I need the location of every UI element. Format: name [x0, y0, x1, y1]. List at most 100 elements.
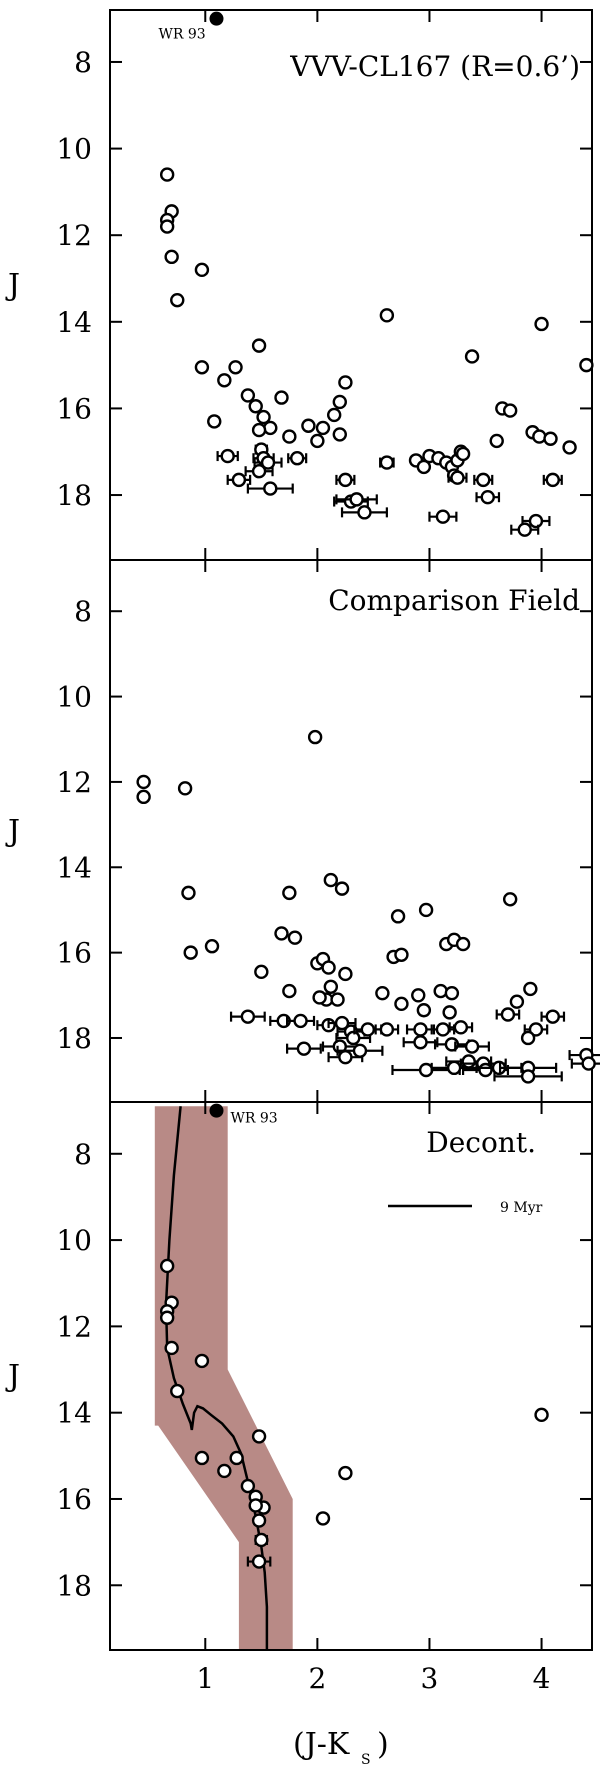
- y-tick-label: 8: [74, 1138, 92, 1171]
- data-point: [394, 947, 409, 962]
- data-point: [256, 409, 271, 425]
- data-point: [509, 994, 525, 1009]
- data-point: [346, 1030, 361, 1046]
- data-point: [534, 316, 549, 332]
- data-point: [296, 1041, 312, 1056]
- data-point: [413, 1022, 428, 1037]
- x-tick-label: 1: [196, 1662, 214, 1695]
- y-tick-label: 10: [56, 1224, 92, 1257]
- y-tick-label: 14: [56, 851, 92, 884]
- data-point: [194, 1353, 210, 1369]
- panel-frame: [109, 559, 593, 1103]
- data-point: [532, 429, 547, 444]
- data-point: [545, 472, 560, 488]
- data-point: [330, 992, 345, 1007]
- data-point: [194, 360, 210, 375]
- y-tick-label: 16: [56, 392, 92, 425]
- data-point: [220, 448, 235, 464]
- data-point: [181, 885, 196, 901]
- panel-title: Comparison Field: [328, 584, 580, 617]
- isochrone-curve: [164, 1106, 269, 1650]
- data-point: [411, 988, 426, 1003]
- y-axis-label: J: [5, 1359, 20, 1394]
- data-point: [323, 872, 339, 888]
- data-point: [229, 1450, 244, 1466]
- data-point: [338, 966, 353, 982]
- data-point: [207, 414, 222, 429]
- wr93-label: WR 93: [230, 1111, 277, 1127]
- data-point: [307, 729, 323, 745]
- y-tick-label: 12: [56, 1310, 92, 1343]
- data-point: [183, 945, 198, 960]
- y-tick-label: 18: [56, 1022, 92, 1055]
- y-axis-label: J: [5, 814, 20, 849]
- data-point: [338, 1465, 353, 1481]
- data-point: [254, 1532, 269, 1548]
- data-point: [159, 167, 175, 182]
- data-point: [413, 1035, 428, 1050]
- x-tick-label: 2: [308, 1662, 326, 1695]
- wr93-label: WR 93: [158, 27, 205, 43]
- data-point: [287, 930, 303, 945]
- y-axis-label: J: [5, 268, 20, 303]
- data-point: [464, 1039, 480, 1054]
- data-point: [159, 1258, 175, 1274]
- data-point: [251, 1554, 267, 1569]
- data-point: [164, 249, 179, 265]
- y-tick-label: 10: [56, 133, 92, 166]
- data-point: [289, 451, 305, 466]
- data-point: [520, 1069, 536, 1084]
- panel-1: [109, 9, 594, 561]
- data-point: [251, 422, 267, 438]
- data-point: [534, 1407, 549, 1423]
- data-point: [338, 1049, 353, 1065]
- panel-frame: [109, 1101, 593, 1651]
- x-axis-label: (J-K: [293, 1727, 350, 1762]
- data-point: [251, 1513, 267, 1528]
- data-point: [579, 357, 594, 373]
- data-point: [520, 1030, 536, 1046]
- data-point: [455, 936, 471, 952]
- data-point: [461, 1054, 476, 1069]
- data-point: [240, 388, 256, 403]
- data-point: [338, 472, 353, 488]
- data-point: [254, 964, 269, 980]
- y-tick-label: 12: [56, 766, 92, 799]
- data-point: [528, 1022, 544, 1037]
- data-point: [217, 373, 232, 388]
- y-tick-label: 8: [74, 46, 92, 79]
- y-tick-label: 16: [56, 937, 92, 970]
- data-point: [310, 433, 325, 449]
- y-tick-label: 14: [56, 306, 92, 339]
- data-point: [282, 885, 297, 901]
- data-point: [274, 926, 289, 941]
- y-tick-label: 18: [56, 479, 92, 512]
- data-point: [170, 1383, 185, 1399]
- data-point: [248, 399, 263, 414]
- data-point: [562, 440, 577, 455]
- data-point: [433, 983, 448, 999]
- data-point: [349, 492, 364, 507]
- data-point: [502, 892, 518, 907]
- panel-3: [109, 1101, 593, 1651]
- data-point: [517, 522, 532, 537]
- data-point: [282, 429, 297, 444]
- data-point: [394, 996, 409, 1012]
- data-point: [450, 470, 465, 485]
- data-point: [315, 1511, 331, 1526]
- data-point: [435, 509, 451, 524]
- data-point: [159, 219, 175, 234]
- data-point: [204, 939, 220, 954]
- data-point: [251, 464, 267, 479]
- data-point: [321, 960, 336, 975]
- data-point: [228, 360, 243, 375]
- data-point: [379, 455, 395, 470]
- data-point: [379, 308, 395, 323]
- data-point: [543, 431, 558, 446]
- data-point: [418, 1062, 434, 1078]
- legend-label: 9 Myr: [500, 1200, 543, 1216]
- data-point: [251, 1429, 267, 1444]
- data-point: [170, 292, 185, 308]
- data-point: [338, 375, 353, 390]
- data-point: [334, 1015, 350, 1031]
